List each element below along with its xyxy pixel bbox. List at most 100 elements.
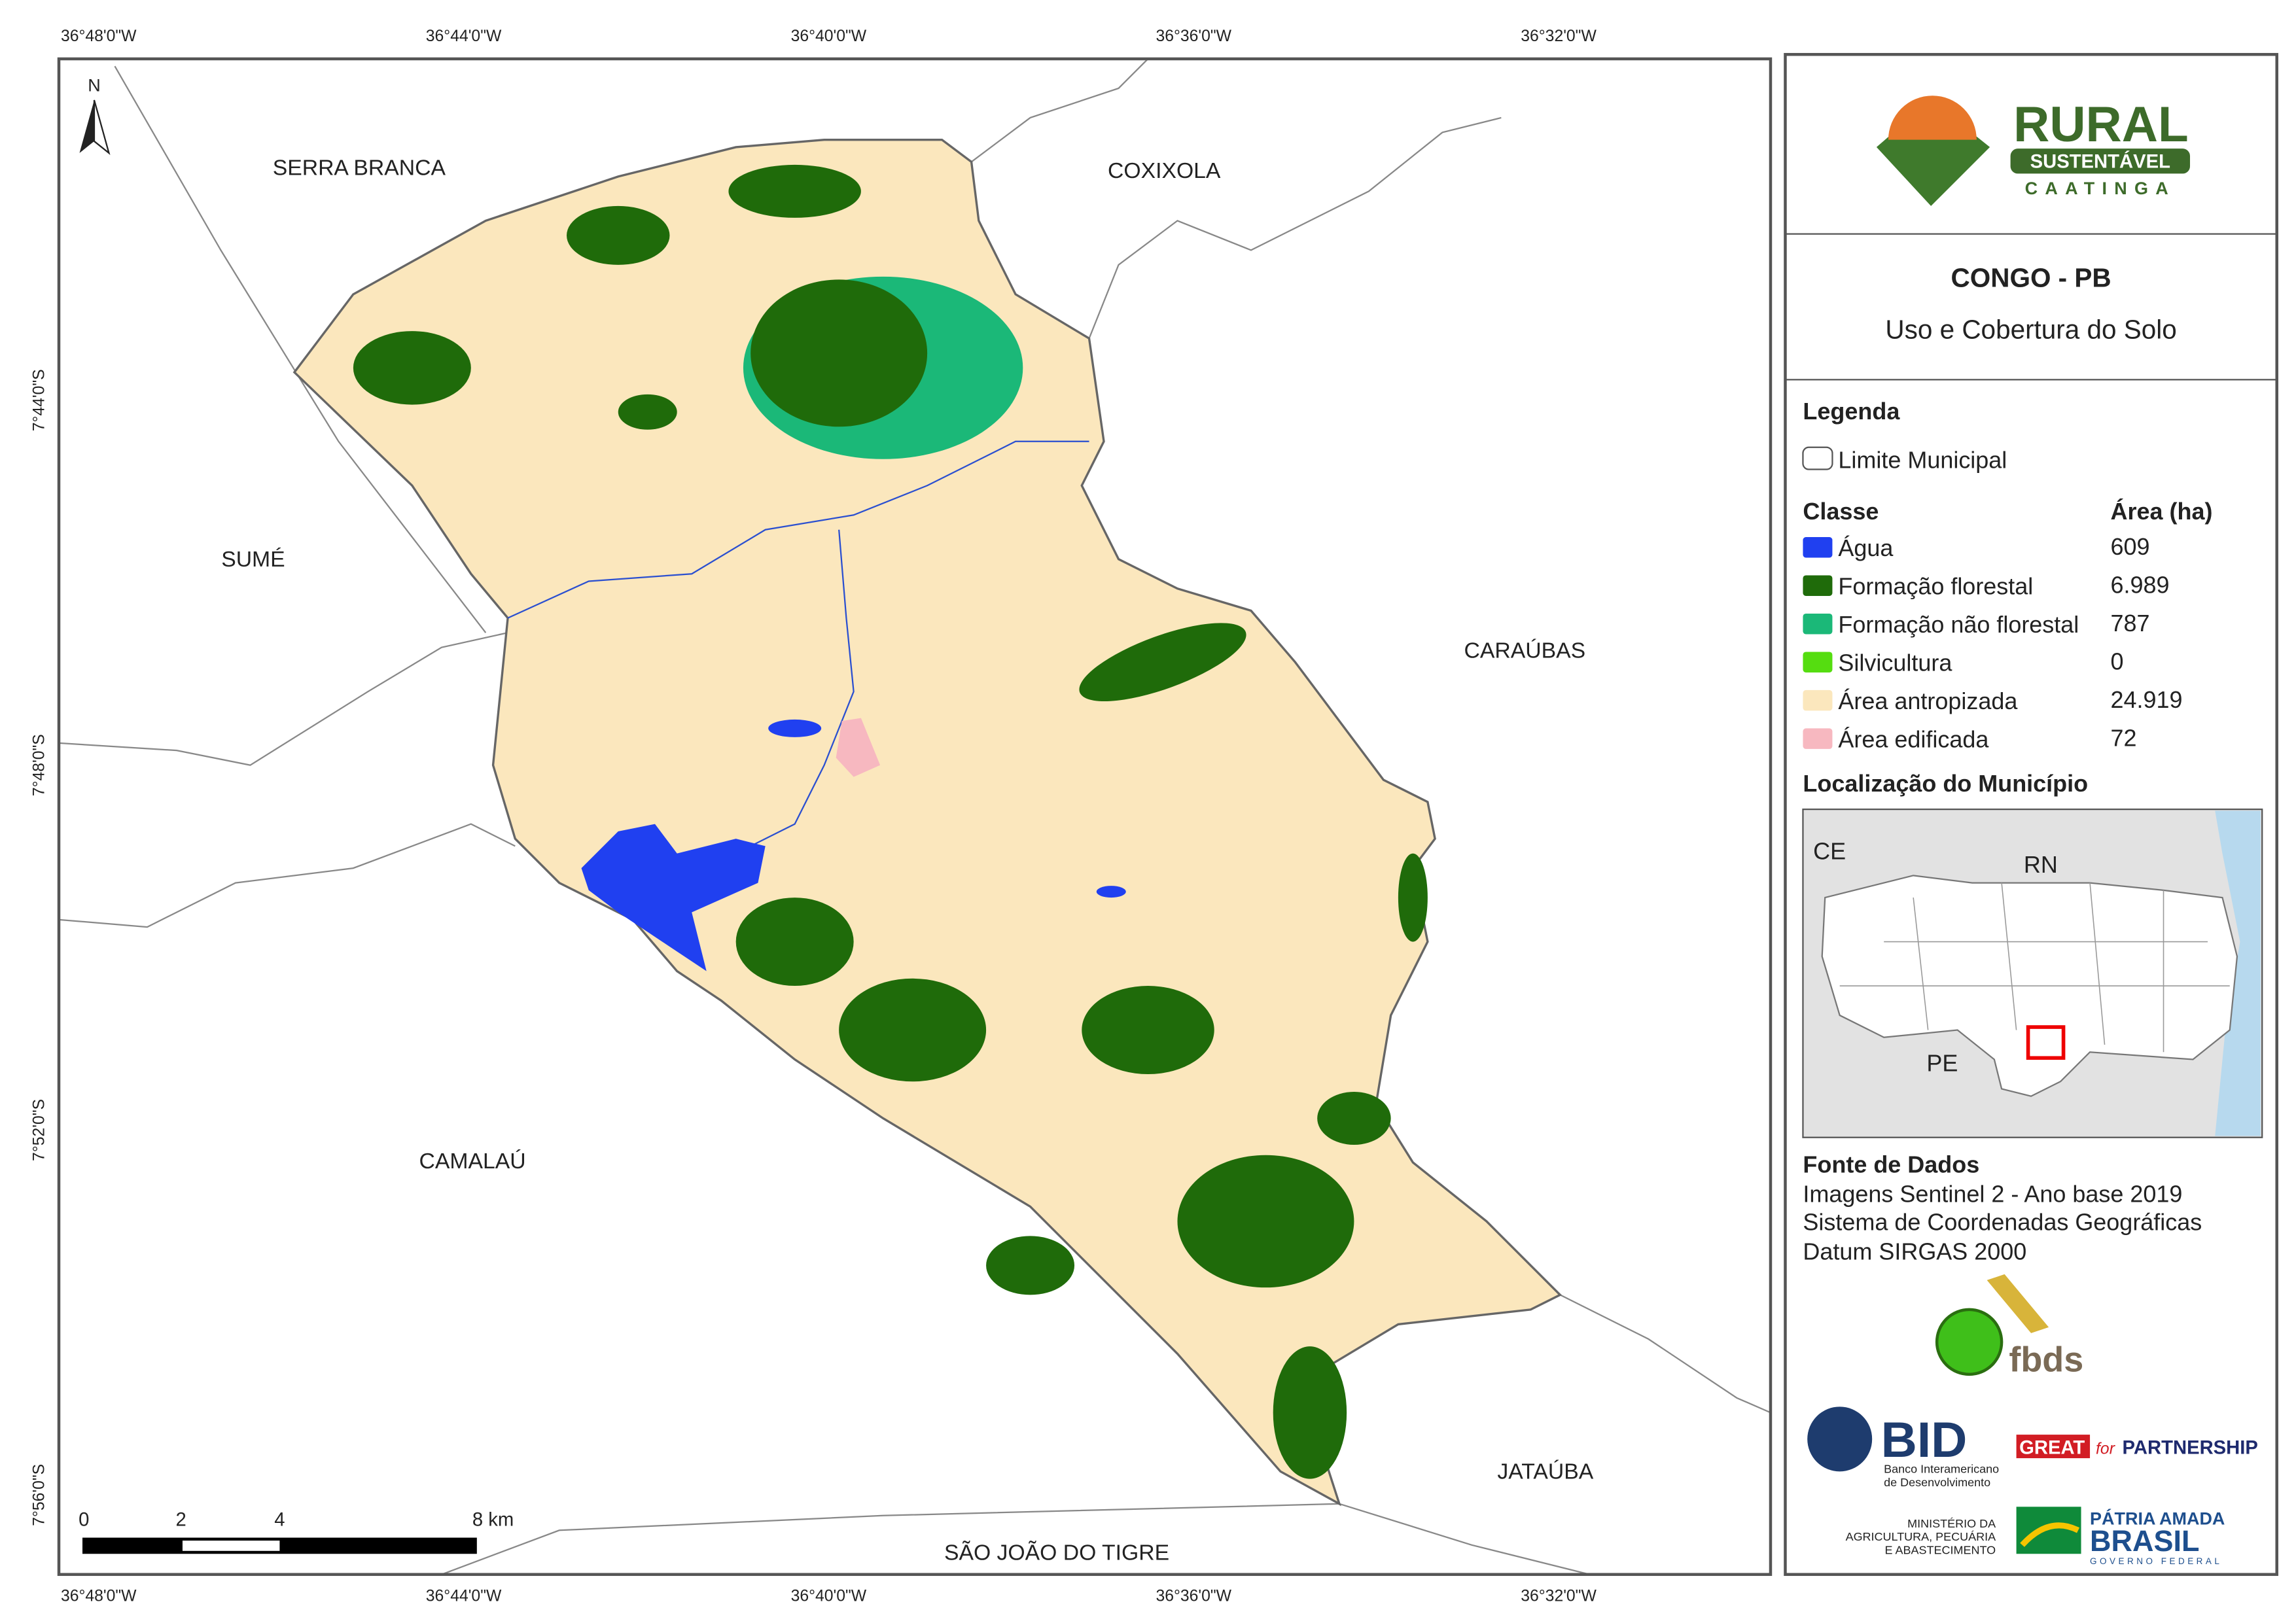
- lon-label: 36°44'0"W: [426, 27, 502, 45]
- logo-sun: [1888, 96, 1977, 140]
- partner-logos: fbds BID Banco Interamericano de Desenvo…: [1807, 1274, 2258, 1566]
- map-subtitle: Uso e Cobertura do Solo: [1885, 314, 2176, 344]
- river: [507, 440, 1089, 619]
- boundary-line: [970, 58, 1149, 163]
- fbds-text: fbds: [2009, 1340, 2083, 1379]
- class-area: 787: [2111, 610, 2150, 637]
- water-patch: [768, 719, 822, 737]
- class-name: Área antropizada: [1838, 688, 2017, 714]
- bid-mark: [1807, 1406, 1873, 1472]
- logo: RURAL SUSTENTÁVEL CAATINGA: [1876, 96, 2191, 206]
- place-name: SUMÉ: [221, 547, 285, 572]
- rivers: [507, 440, 1089, 854]
- legend-rows: Água 609 Formação florestal 6.989 Formação n…: [1803, 533, 2183, 753]
- ministry-line: E ABASTECIMENTO: [1885, 1543, 1996, 1556]
- reservoir: [581, 824, 766, 971]
- scale-segment: [182, 1541, 280, 1551]
- location-title: Localização do Município: [1803, 770, 2088, 797]
- class-name: Formação não florestal: [1838, 611, 2079, 638]
- class-name: Silvicultura: [1838, 650, 1952, 676]
- class-swatch: [1803, 728, 1833, 749]
- scale-label: 8 km: [472, 1510, 514, 1531]
- boundary-line: [1339, 1503, 1590, 1575]
- class-swatch: [1803, 652, 1833, 672]
- class-swatch: [1803, 575, 1833, 596]
- logo-title: RURAL: [2013, 97, 2189, 152]
- brasil-swoosh: [2020, 1522, 2080, 1547]
- ocean: [2215, 811, 2261, 1136]
- boundary-line: [1088, 116, 1502, 339]
- lon-label: 36°40'0"W: [791, 1587, 867, 1605]
- place-name: JATAÚBA: [1497, 1459, 1593, 1484]
- boundary-line: [58, 823, 516, 928]
- logo-tag: CAATINGA: [2025, 179, 2176, 198]
- forest-patch: [1398, 853, 1428, 942]
- class-header: Classe: [1803, 498, 1879, 525]
- north-arrow: [79, 99, 94, 153]
- boundary-line: [58, 632, 508, 766]
- boundary-swatch: [1802, 446, 1833, 470]
- forest-patch: [1273, 1346, 1347, 1479]
- place-name: COXIXOLA: [1108, 158, 1221, 183]
- legend-title: Legenda: [1803, 398, 1900, 425]
- north-arrow: [93, 99, 111, 155]
- fbds-mark: [1987, 1274, 2049, 1333]
- great-for: for: [2096, 1440, 2116, 1457]
- forest-patches: [353, 164, 1428, 1479]
- bid-name: Banco Interamericano: [1884, 1463, 1999, 1476]
- great-partnership: PARTNERSHIP: [2123, 1437, 2258, 1458]
- forest-patch: [1317, 1091, 1391, 1145]
- class-area: 6.989: [2111, 571, 2170, 598]
- inset-label: PE: [1926, 1050, 1958, 1077]
- lat-label: 7°52'0"S: [31, 1099, 48, 1161]
- class-swatch: [1803, 537, 1833, 558]
- logo-subtitle: SUSTENTÁVEL: [2030, 150, 2170, 172]
- great-text: GREAT: [2019, 1437, 2085, 1458]
- place-name: SERRA BRANCA: [273, 156, 446, 181]
- north-label: N: [88, 75, 101, 95]
- class-name: Área edificada: [1838, 726, 1988, 753]
- water-patch: [1096, 886, 1126, 898]
- forest-patch: [353, 331, 471, 405]
- lon-label: 36°36'0"W: [1156, 1587, 1231, 1605]
- scale-bar: 0 2 4 8 km: [79, 1510, 514, 1554]
- bid-text: BID: [1881, 1412, 1968, 1468]
- sources-title: Fonte de Dados: [1803, 1151, 1979, 1178]
- lat-label: 7°48'0"S: [31, 734, 48, 796]
- lon-label: 36°48'0"W: [61, 27, 137, 45]
- great-band: [2016, 1435, 2091, 1459]
- bid-name: de Desenvolvimento: [1884, 1476, 1990, 1489]
- lon-label: 36°44'0"W: [426, 1587, 502, 1605]
- place-name: CAMALAÚ: [419, 1149, 526, 1174]
- place-names: SERRA BRANCA COXIXOLA SUMÉ CARAÚBAS CAMA…: [221, 156, 1594, 1565]
- forest-patch: [986, 1236, 1075, 1295]
- lon-label: 36°40'0"W: [791, 27, 867, 45]
- lon-label: 36°48'0"W: [61, 1587, 137, 1605]
- lon-label: 36°36'0"W: [1156, 27, 1231, 45]
- ministry-line: MINISTÉRIO DA: [1907, 1517, 1996, 1530]
- class-area: 0: [2111, 648, 2124, 674]
- lat-labels: 7°44'0"S 7°48'0"S 7°52'0"S 7°56'0"S: [31, 369, 48, 1526]
- forest-patch: [735, 898, 854, 986]
- ministry-line: AGRICULTURA, PECUÁRIA: [1846, 1530, 1996, 1543]
- urban-area: [836, 718, 881, 777]
- neighbor-boundaries: [58, 58, 1771, 1575]
- place-name: CARAÚBAS: [1464, 638, 1586, 663]
- class-name: Formação florestal: [1838, 573, 2033, 600]
- source-line: Datum SIRGAS 2000: [1803, 1238, 2026, 1265]
- class-name: Água: [1838, 534, 1893, 561]
- lon-label: 36°32'0"W: [1521, 1587, 1597, 1605]
- boundary-line: [114, 65, 487, 633]
- patria-text: PÁTRIA AMADA: [2090, 1508, 2225, 1528]
- forest-patch: [728, 164, 861, 218]
- scale-label: 2: [176, 1510, 186, 1531]
- lat-label: 7°44'0"S: [31, 369, 48, 431]
- logo-band: [2010, 148, 2191, 174]
- location-marker: [2026, 1025, 2066, 1060]
- inset-label: CE: [1813, 838, 1846, 865]
- boundary-line: [441, 1503, 1339, 1575]
- scale-label: 0: [79, 1510, 89, 1531]
- municipal-lines: [1839, 882, 2230, 1053]
